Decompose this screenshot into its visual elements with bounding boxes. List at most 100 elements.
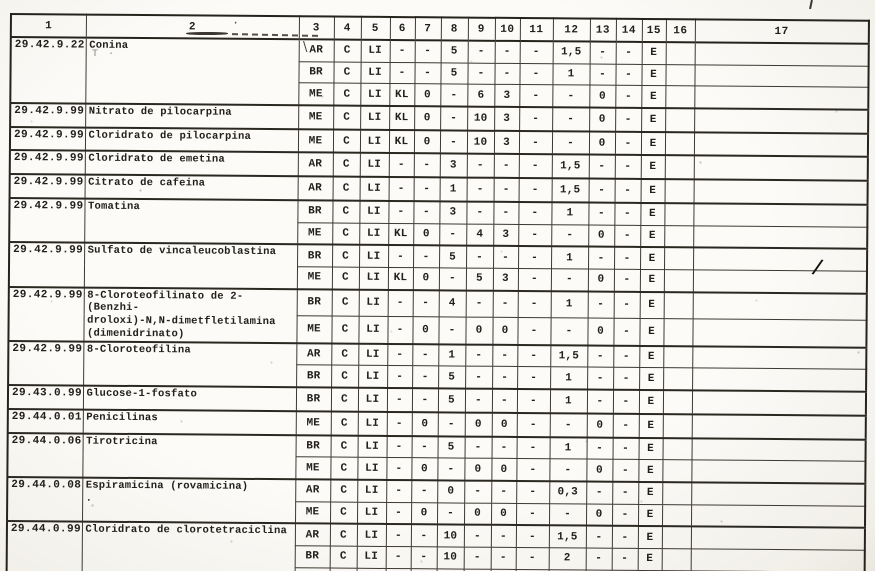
value-cell-col15: E xyxy=(640,155,665,180)
value-cell-col10: - xyxy=(493,201,519,224)
value-cell-col3: BR xyxy=(297,200,333,223)
value-cell-col10: 3 xyxy=(494,84,520,108)
value-cell-col5: LI xyxy=(359,244,389,268)
value-cell-col16 xyxy=(664,179,694,204)
value-cell-col16 xyxy=(664,225,694,248)
value-cell-col13: - xyxy=(586,389,614,414)
value-cell-col12: 1 xyxy=(551,202,589,225)
value-cell-col11: - xyxy=(517,290,551,318)
code-cell: 29.44.0.08 xyxy=(7,476,83,522)
value-cell-col14: - xyxy=(615,41,642,65)
value-cell-col5: LI xyxy=(358,316,388,344)
value-cell-col16 xyxy=(661,504,692,527)
value-cell-col14: - xyxy=(612,481,639,505)
value-cell-col16 xyxy=(664,202,694,226)
value-cell-col5: LI xyxy=(360,83,390,107)
value-cell-col12: 1,5 xyxy=(551,178,589,203)
value-cell-col11: - xyxy=(519,41,553,64)
value-cell-col11: - xyxy=(518,130,553,155)
value-cell-col4: C xyxy=(330,411,358,436)
value-cell-col10: 0 xyxy=(490,502,517,526)
value-cell-col5: LI xyxy=(359,129,390,154)
value-cell-col9: - xyxy=(464,480,492,503)
value-cell-col12: 1 xyxy=(551,246,589,269)
value-cell-col6: - xyxy=(387,365,413,389)
value-cell-col13: - xyxy=(586,437,613,460)
value-cell-col15: E xyxy=(640,247,665,270)
value-cell-col5: LI xyxy=(358,365,388,389)
item-group: 29.42.9.99 Sulfato de vincaleucoblastina B… xyxy=(8,242,868,294)
value-cell-col6: - xyxy=(387,343,413,367)
value-cell-col12: 0,3 xyxy=(549,481,587,504)
value-cell-col5: LI xyxy=(358,289,388,317)
value-cell-col12: - xyxy=(552,85,590,108)
value-cell-col14: - xyxy=(613,318,640,346)
value-cell-col11: - xyxy=(517,268,552,291)
item-group: 29.44.0.06 Tirotricina BR C LI - -5- - -1- - E ME C L… xyxy=(7,432,866,484)
value-cell-col12: 1,5 xyxy=(552,41,590,64)
value-cell-col4: C xyxy=(329,567,357,571)
value-cell-col17 xyxy=(691,437,866,462)
value-cell-col15: E xyxy=(638,390,664,414)
value-cell-col5: LI xyxy=(360,39,390,63)
value-cell-col3: BR xyxy=(298,61,334,84)
value-cell-col8: 3 xyxy=(439,153,467,178)
value-cell-col9: - xyxy=(463,547,491,569)
value-cell-col14: - xyxy=(614,246,641,270)
column-header-16: 16 xyxy=(665,19,695,43)
value-cell-col3: BR xyxy=(295,387,332,412)
value-cell-col10: 0 xyxy=(491,458,517,481)
value-cell-col14: - xyxy=(614,224,641,248)
description-cell: Sulfato de vincaleucoblastina xyxy=(83,242,298,289)
value-cell-col7: 0 xyxy=(411,457,438,481)
code-cell: 29.44.0.01 xyxy=(7,408,83,434)
value-cell-col9: - xyxy=(465,290,493,318)
value-cell-col9: 0 xyxy=(464,458,492,481)
value-cell-col15: E xyxy=(639,345,664,369)
value-cell-col5: LI xyxy=(356,501,387,525)
value-cell-col3: BR xyxy=(296,288,332,317)
value-cell-col3: BR xyxy=(296,365,332,388)
value-cell-col10: - xyxy=(491,436,517,459)
value-cell-col8: - xyxy=(439,130,468,155)
value-cell-col7: - xyxy=(413,153,440,178)
value-cell-col3: ME xyxy=(298,105,334,130)
value-cell-col16 xyxy=(662,482,692,505)
code-cell: 29.42.9.99 xyxy=(9,126,86,152)
value-cell-col4: C xyxy=(333,105,361,130)
value-cell-col3: AR xyxy=(295,479,331,502)
value-cell-col8: 5 xyxy=(440,40,468,63)
value-cell-col8: 1 xyxy=(438,344,466,367)
value-cell-col11: - xyxy=(518,201,552,225)
value-cell-col12: - xyxy=(548,503,587,526)
value-cell-col14: - xyxy=(615,85,642,109)
value-cell-col17 xyxy=(692,291,867,321)
value-cell-col15: E xyxy=(640,224,665,248)
description-cell: Cloridrato de emetina xyxy=(84,151,298,177)
value-cell-col17 xyxy=(692,269,867,294)
value-cell-col14: - xyxy=(615,63,642,86)
value-cell-col12: 2 xyxy=(548,547,586,570)
code-cell: 29.42.9.99 xyxy=(8,286,84,342)
value-cell-col14: - xyxy=(615,107,642,132)
value-cell-col3: ME xyxy=(294,501,331,524)
value-cell-col10: 0 xyxy=(492,317,518,345)
value-cell-col17 xyxy=(693,203,868,227)
value-cell-col12: 1,5 xyxy=(548,525,586,548)
value-cell-col11: - xyxy=(516,412,550,437)
value-cell-col3: AR xyxy=(296,343,332,366)
value-cell-col4: C xyxy=(329,545,357,568)
value-cell-col11: - xyxy=(516,436,550,459)
value-cell-col7: - xyxy=(413,200,440,224)
value-cell-col8: - xyxy=(437,458,465,481)
value-cell-col4: C xyxy=(333,83,361,106)
value-cell-col4: C xyxy=(332,222,360,245)
value-cell-col16 xyxy=(662,390,693,415)
value-cell-col12: 1 xyxy=(549,389,588,414)
code-cell: 29.44.0.06 xyxy=(7,432,83,478)
value-cell-col14: - xyxy=(612,389,640,414)
value-cell-col17 xyxy=(693,155,868,181)
value-cell-col5: LI xyxy=(357,411,387,436)
value-cell-col3: AR xyxy=(294,523,330,546)
value-cell-col15: E xyxy=(639,269,665,292)
